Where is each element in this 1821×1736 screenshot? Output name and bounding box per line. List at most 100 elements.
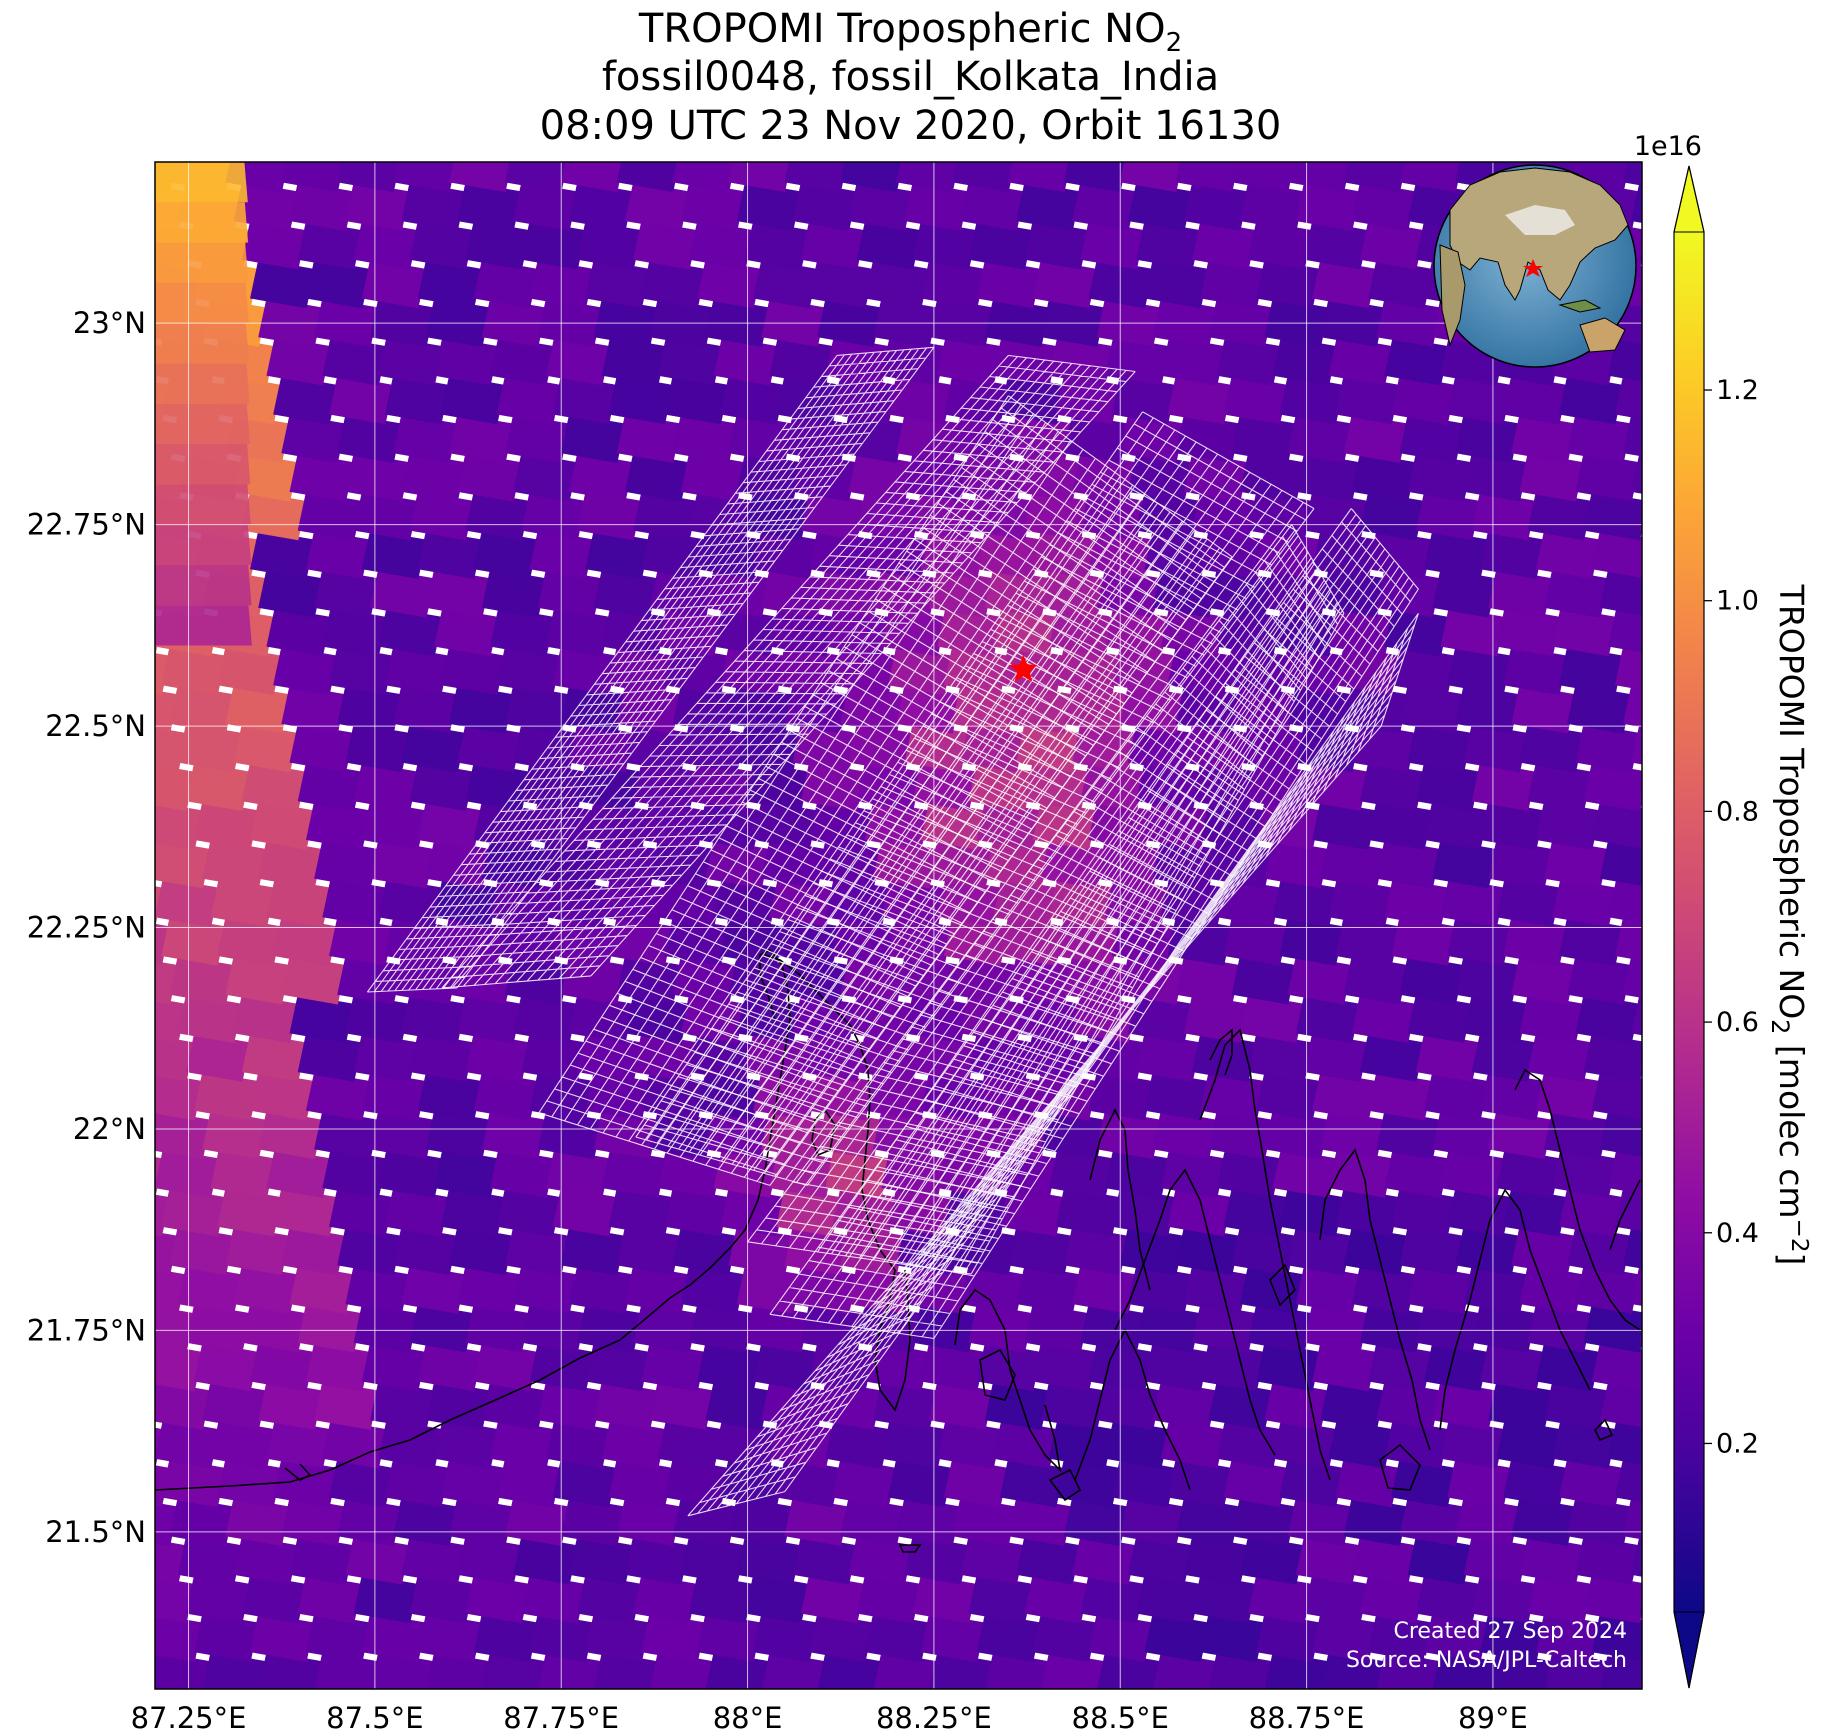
no2-pixel [50, 376, 114, 424]
no2-pixel [1231, 162, 1295, 193]
y-tick-label: 22°N [73, 1112, 146, 1146]
colorbar-label-main: TROPOMI Tropospheric NO [1772, 584, 1811, 1020]
no2-pixel [920, 1612, 986, 1662]
no2-pixel [1599, 568, 1642, 616]
no2-pixel [1712, 1110, 1776, 1158]
no2-pixel [1696, 1033, 1760, 1081]
no2-pixel [1471, 1032, 1537, 1082]
no2-pixel [75, 221, 139, 269]
no2-pixel [473, 1071, 539, 1121]
no2-pixel [1104, 1419, 1170, 1469]
no2-pixel [1503, 916, 1568, 966]
no2-pixel [1559, 105, 1623, 153]
sundarbans-island-6 [1269, 1263, 1296, 1307]
no2-pixel [305, 1071, 371, 1121]
no2-pixel [1160, 336, 1226, 386]
credit-created: Created 27 Sep 2024 [1394, 1619, 1628, 1644]
colorbar-tick-label: 0.6 [1716, 1007, 1759, 1038]
no2-pixel [83, 1613, 147, 1661]
colorbar-label-units: [molec cm [1772, 1034, 1811, 1218]
colorbar-ticks: 0.2 0.4 0.6 0.8 1.0 1.2 [1704, 375, 1759, 1459]
no2-pixel [1440, 878, 1506, 928]
no2-pixel [1631, 723, 1642, 765]
no2-pixel [560, 162, 624, 193]
no2-pixel [1503, 375, 1568, 425]
no2-pixel [1712, 840, 1776, 888]
x-tick-label: 88°E [713, 1701, 783, 1735]
sundarbans-island-4 [898, 1544, 922, 1553]
no2-pixel [1063, 162, 1127, 193]
y-tick-label: 22.5°N [45, 709, 146, 743]
no2-pixel [353, 1032, 419, 1082]
no2-pixel [384, 1187, 450, 1237]
no2-pixel [912, 1574, 978, 1624]
no2-pixel [217, 1187, 283, 1237]
no2-pixel [35, 840, 99, 888]
no2-pixel [434, 1419, 499, 1469]
no2-pixel [155, 1072, 204, 1121]
no2-pixel [473, 1612, 539, 1662]
no2-pixel [1216, 1419, 1282, 1469]
no2-pixel [1424, 529, 1489, 579]
no2-pixel [281, 162, 345, 193]
colorbar-extend-max [1673, 165, 1705, 233]
no2-pixel [378, 1419, 444, 1469]
no2-pixel [672, 162, 736, 193]
no2-pixel [1399, 1226, 1465, 1276]
no2-pixel [1385, 1691, 1449, 1736]
target-grid-6 [769, 508, 1419, 1340]
no2-pixel [409, 1032, 475, 1082]
no2-pixel [169, 1226, 235, 1276]
colorbar-label-sup: −2 [1786, 1219, 1812, 1253]
no2-pixel [1136, 1032, 1202, 1082]
no2-pixel [210, 878, 276, 928]
no2-high-strip [155, 162, 248, 203]
no2-high-strip [155, 444, 251, 485]
no2-pixel [1200, 1612, 1266, 1662]
sundarbans-channel-9 [1089, 1108, 1151, 1291]
no2-pixel [1696, 492, 1760, 540]
no2-pixel [1391, 645, 1457, 695]
no2-pixel [27, 801, 91, 849]
colorbar-tick-label: 1.2 [1716, 375, 1759, 406]
no2-high-strip [155, 403, 250, 444]
no2-pixel [720, 375, 786, 425]
no2-pixel [66, 453, 130, 501]
no2-pixel [1008, 1226, 1073, 1276]
no2-pixel [1623, 413, 1642, 457]
x-tick-label: 89°E [1458, 1701, 1528, 1735]
no2-pixel [952, 162, 1016, 193]
no2-pixel [1558, 645, 1624, 695]
no2-pixel [1440, 1419, 1506, 1469]
x-tick-label: 87.75°E [503, 1701, 619, 1735]
no2-pixel [27, 1613, 91, 1661]
no2-pixel [385, 105, 449, 153]
sundarbans-island-3 [1594, 1418, 1614, 1442]
no2-pixel [43, 608, 107, 656]
y-tick-label: 21.5°N [45, 1515, 146, 1549]
no2-pixel [944, 105, 1008, 153]
no2-pixel [809, 1612, 874, 1662]
no2-pixel [337, 162, 401, 193]
target-grid-1 [366, 346, 935, 993]
no2-pixel [608, 1187, 674, 1237]
no2-pixel [577, 491, 643, 541]
no2-pixel [1503, 645, 1568, 695]
no2-pixel [1192, 491, 1257, 541]
no2-high-strip [155, 363, 250, 404]
no2-pixel [713, 1419, 779, 1469]
no2-pixel [155, 615, 164, 657]
coast-small-inlet [284, 1463, 312, 1481]
colorbar-body [1674, 232, 1704, 1612]
no2-pixel [1527, 1032, 1593, 1082]
no2-pixel [440, 645, 506, 695]
no2-pixel [728, 162, 792, 193]
no2-pixel [58, 144, 122, 192]
x-tick-label: 87.25°E [131, 1701, 247, 1735]
no2-pixel [0, 1188, 58, 1236]
no2-pixel [1391, 1187, 1457, 1237]
no2-pixel [937, 336, 1003, 386]
no2-pixel [417, 529, 483, 579]
y-tick-label: 22.25°N [27, 911, 146, 945]
no2-pixel [553, 105, 617, 153]
